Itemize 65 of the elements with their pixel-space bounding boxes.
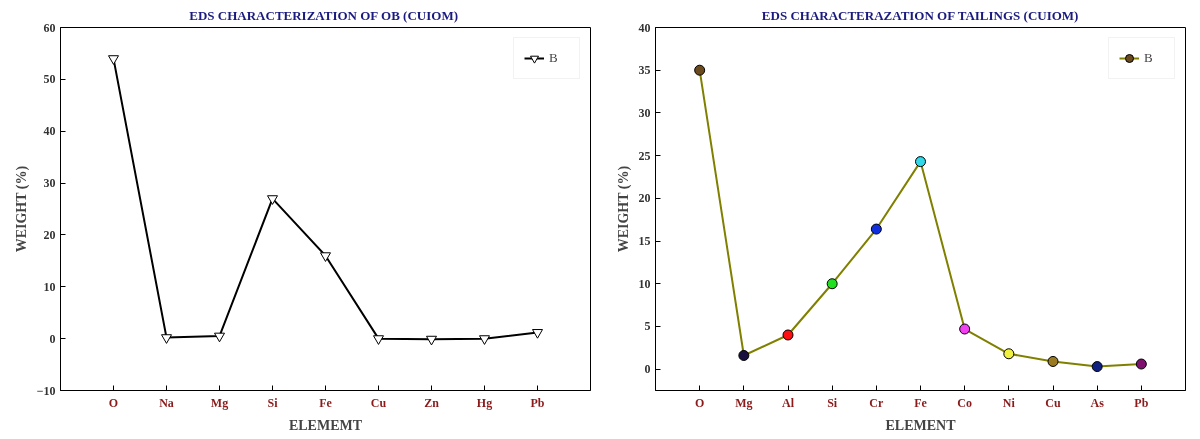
x-tick-label: Hg [476, 395, 493, 410]
x-tick-label: Ni [1002, 395, 1016, 410]
x-tick-label: O [695, 395, 705, 410]
x-axis-title: ELEMENT [885, 417, 957, 433]
chart-title: EDS CHARACTERIZATION OF OB (CUIOM) [189, 7, 458, 23]
y-tick-label: 25 [638, 148, 651, 163]
y-tick-label: 40 [638, 20, 651, 35]
y-tick-label: 50 [43, 72, 56, 87]
x-tick-label: Si [267, 395, 279, 410]
x-tick-label: Si [827, 395, 838, 410]
x-tick-label: Al [782, 395, 795, 410]
point [782, 329, 794, 341]
x-tick-label: Mg [210, 395, 229, 410]
x-tick-label: Cu [370, 395, 387, 410]
point [1091, 361, 1103, 373]
y-tick-label: 10 [43, 279, 56, 294]
x-tick-label: Cu [1045, 395, 1061, 410]
point [532, 329, 543, 339]
x-tick-label: Zn [424, 395, 440, 410]
y-tick-label: 10 [638, 276, 651, 291]
point [870, 223, 882, 235]
point [1047, 355, 1059, 367]
x-tick-label: Mg [735, 395, 753, 410]
y-tick-label: −10 [36, 383, 56, 398]
y-tick-label: 35 [638, 63, 651, 78]
point [826, 278, 838, 290]
x-axis-title: ELEMEMT [288, 417, 363, 433]
x-tick-label: Fe [914, 395, 928, 410]
point [738, 349, 750, 361]
y-tick-label: 40 [43, 124, 56, 139]
point [426, 335, 437, 346]
x-tick-label: Pb [1134, 395, 1149, 410]
legend-label: B [549, 50, 559, 66]
x-tick-label: Co [957, 395, 973, 410]
y-tick-label: 30 [43, 176, 56, 191]
point [161, 334, 172, 344]
point [694, 64, 706, 76]
point [373, 335, 384, 345]
x-tick-label: Pb [530, 395, 545, 410]
point [959, 323, 971, 335]
chart-title: EDS CHARACTERAZATION OF TAILINGS (CUIOM) [761, 7, 1079, 23]
y-tick-label: 30 [638, 105, 651, 120]
y-tick-label: 15 [638, 234, 651, 249]
y-tick-label: 20 [638, 191, 651, 206]
point [267, 195, 278, 205]
legend-label: B [1144, 50, 1154, 66]
point [1003, 348, 1015, 360]
x-tick-label: Fe [319, 395, 333, 410]
y-axis-title: WEIGHT (%) [615, 165, 632, 253]
y-tick-label: 60 [43, 20, 56, 35]
point [915, 156, 926, 168]
x-tick-label: Cr [869, 395, 884, 410]
x-tick-label: Na [159, 395, 174, 410]
y-tick-label: 20 [43, 227, 56, 242]
point [108, 55, 119, 65]
point [479, 335, 490, 345]
y-tick-label: 0 [644, 362, 651, 377]
x-tick-label: As [1090, 395, 1105, 410]
point [320, 252, 331, 262]
y-axis-title: WEIGHT (%) [13, 165, 30, 253]
point [1135, 358, 1147, 370]
y-tick-label: 5 [644, 319, 651, 334]
point [214, 332, 225, 343]
x-tick-label: O [108, 395, 119, 410]
y-tick-label: 0 [49, 331, 56, 346]
